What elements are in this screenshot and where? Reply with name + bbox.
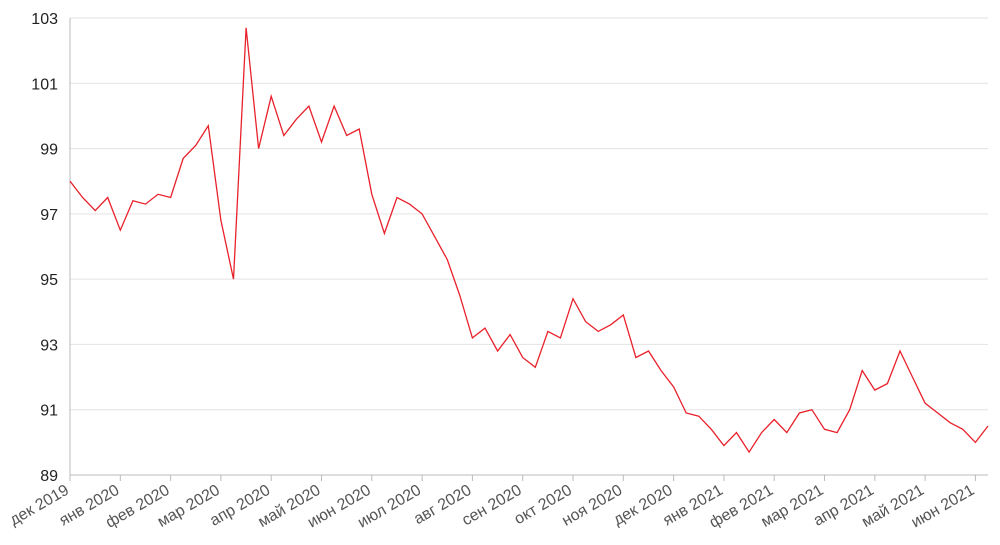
data-line [69,27,989,454]
y-tick-label: 93 [40,337,58,354]
y-tick-label: 99 [40,142,58,159]
y-tick-label: 91 [40,403,58,420]
y-tick-label: 97 [40,207,58,224]
y-tick-label: 89 [40,468,58,485]
y-tick-label: 103 [31,11,58,28]
y-tick-label: 101 [31,76,58,93]
y-tick-label: 95 [40,272,58,289]
